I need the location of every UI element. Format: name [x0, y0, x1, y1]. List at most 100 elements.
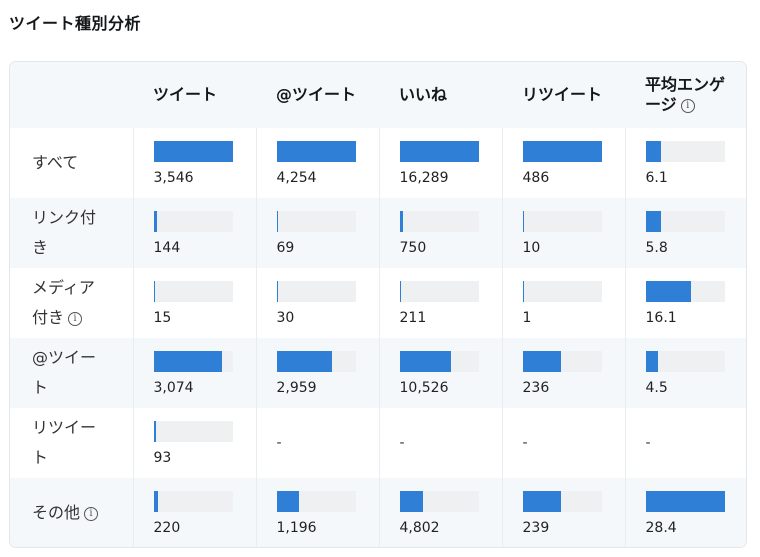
bar-fill	[276, 350, 332, 372]
bar-track	[645, 140, 725, 162]
cell-retweets: 486	[501, 128, 625, 198]
cell-avg-engagement: 5.8	[624, 198, 746, 268]
cell-avg-engagement: -	[624, 408, 746, 478]
bar-fill	[645, 280, 691, 302]
cell-tweets: 93	[132, 408, 256, 478]
cell-likes: -	[378, 408, 502, 478]
bar-track	[399, 350, 479, 372]
info-icon[interactable]: i	[680, 98, 695, 113]
cell-value: 3,546	[153, 169, 194, 186]
cell-value: 211	[399, 309, 427, 326]
bar-fill	[522, 140, 602, 162]
bar-track	[645, 490, 725, 512]
bar-track	[153, 280, 233, 302]
cell-avg-engagement: 6.1	[624, 128, 746, 198]
bar-track	[645, 350, 725, 372]
cell-value: 10	[522, 239, 541, 256]
bar-track	[522, 350, 602, 372]
cell-retweets: 1	[501, 268, 625, 338]
cell-value: 3,074	[153, 379, 194, 396]
bar-fill	[153, 280, 156, 302]
cell-likes: 16,289	[378, 128, 502, 198]
bar-track	[153, 350, 233, 372]
table-row: その他 i 220 1,196 4,802 239 28.4	[10, 478, 746, 547]
bar-fill	[276, 280, 279, 302]
bar-track	[645, 210, 725, 232]
bar-fill	[522, 280, 525, 302]
cell-avg-engagement: 4.5	[624, 338, 746, 408]
cell-avg-engagement: 16.1	[624, 268, 746, 338]
cell-likes: 750	[378, 198, 502, 268]
bar-track	[153, 490, 233, 512]
cell-likes: 10,526	[378, 338, 502, 408]
table-body: すべて 3,546 4,254 16,289 486 6.1 リンク付き 144 69 750 10…	[10, 128, 746, 547]
bar-track	[645, 280, 725, 302]
cell-value: 4,254	[276, 169, 317, 186]
bar-fill	[399, 490, 424, 512]
table-row: メディア 付き i 15 30 211 1 16.1	[10, 268, 746, 338]
bar-track	[399, 490, 479, 512]
bar-fill	[153, 420, 156, 442]
cell-value: 4,802	[399, 519, 440, 536]
cell-value: 30	[276, 309, 295, 326]
cell-value: 28.4	[645, 519, 677, 536]
row-label: すべて	[32, 153, 79, 172]
cell-value: 10,526	[399, 379, 449, 396]
cell-value: 4.5	[645, 379, 668, 396]
header-retweets: リツイート	[522, 85, 603, 104]
bar-fill	[153, 490, 159, 512]
cell-retweets: -	[501, 408, 625, 478]
bar-fill	[645, 140, 662, 162]
bar-fill	[522, 490, 562, 512]
cell-tweets: 144	[132, 198, 256, 268]
info-icon[interactable]: i	[84, 506, 99, 521]
bar-fill	[276, 490, 299, 512]
cell-mention-tweets: 2,959	[255, 338, 379, 408]
empty-value: -	[276, 435, 282, 451]
cell-mention-tweets: 30	[255, 268, 379, 338]
cell-value: 144	[153, 239, 181, 256]
cell-retweets: 236	[501, 338, 625, 408]
header-mention-tweets: @ツイート	[276, 85, 357, 104]
bar-fill	[399, 350, 451, 372]
cell-tweets: 3,546	[132, 128, 256, 198]
header-avg-engagement: 平均エンゲ ージ i	[625, 62, 746, 128]
row-label-cell: メディア 付き i	[10, 268, 133, 338]
cell-mention-tweets: -	[255, 408, 379, 478]
cell-value: 69	[276, 239, 295, 256]
bar-fill	[645, 350, 659, 372]
row-label: メディア 付き	[32, 278, 95, 327]
bar-fill	[153, 350, 223, 372]
cell-retweets: 239	[501, 478, 625, 547]
bar-fill	[645, 490, 725, 512]
row-label-cell: すべて	[10, 128, 133, 198]
table-row: @ツイート 3,074 2,959 10,526 236 4.5	[10, 338, 746, 408]
bar-track	[276, 210, 356, 232]
bar-track	[276, 350, 356, 372]
cell-mention-tweets: 69	[255, 198, 379, 268]
bar-track	[276, 140, 356, 162]
cell-likes: 211	[378, 268, 502, 338]
cell-tweets: 15	[132, 268, 256, 338]
row-label-cell: リツイート	[10, 408, 133, 478]
bar-track	[276, 280, 356, 302]
table-row: すべて 3,546 4,254 16,289 486 6.1	[10, 128, 746, 198]
cell-value: 220	[153, 519, 181, 536]
tweet-type-table: ツイート @ツイート いいね リツイート 平均エンゲ ージ i すべて 3,546 4,…	[10, 62, 746, 547]
bar-track	[276, 490, 356, 512]
cell-mention-tweets: 4,254	[255, 128, 379, 198]
bar-track	[153, 210, 233, 232]
section-title: ツイート種別分析	[9, 14, 142, 33]
bar-track	[522, 280, 602, 302]
cell-value: 239	[522, 519, 550, 536]
row-label-cell: @ツイート	[10, 338, 133, 408]
row-label-cell: リンク付き	[10, 198, 133, 268]
bar-fill	[276, 140, 356, 162]
bar-fill	[645, 210, 662, 232]
info-icon[interactable]: i	[68, 311, 83, 326]
bar-fill	[276, 210, 279, 232]
cell-value: 1	[522, 309, 532, 326]
bar-track	[399, 210, 479, 232]
tweet-type-table-card: ツイート @ツイート いいね リツイート 平均エンゲ ージ i すべて 3,546 4,…	[9, 61, 747, 548]
empty-value: -	[645, 435, 651, 451]
